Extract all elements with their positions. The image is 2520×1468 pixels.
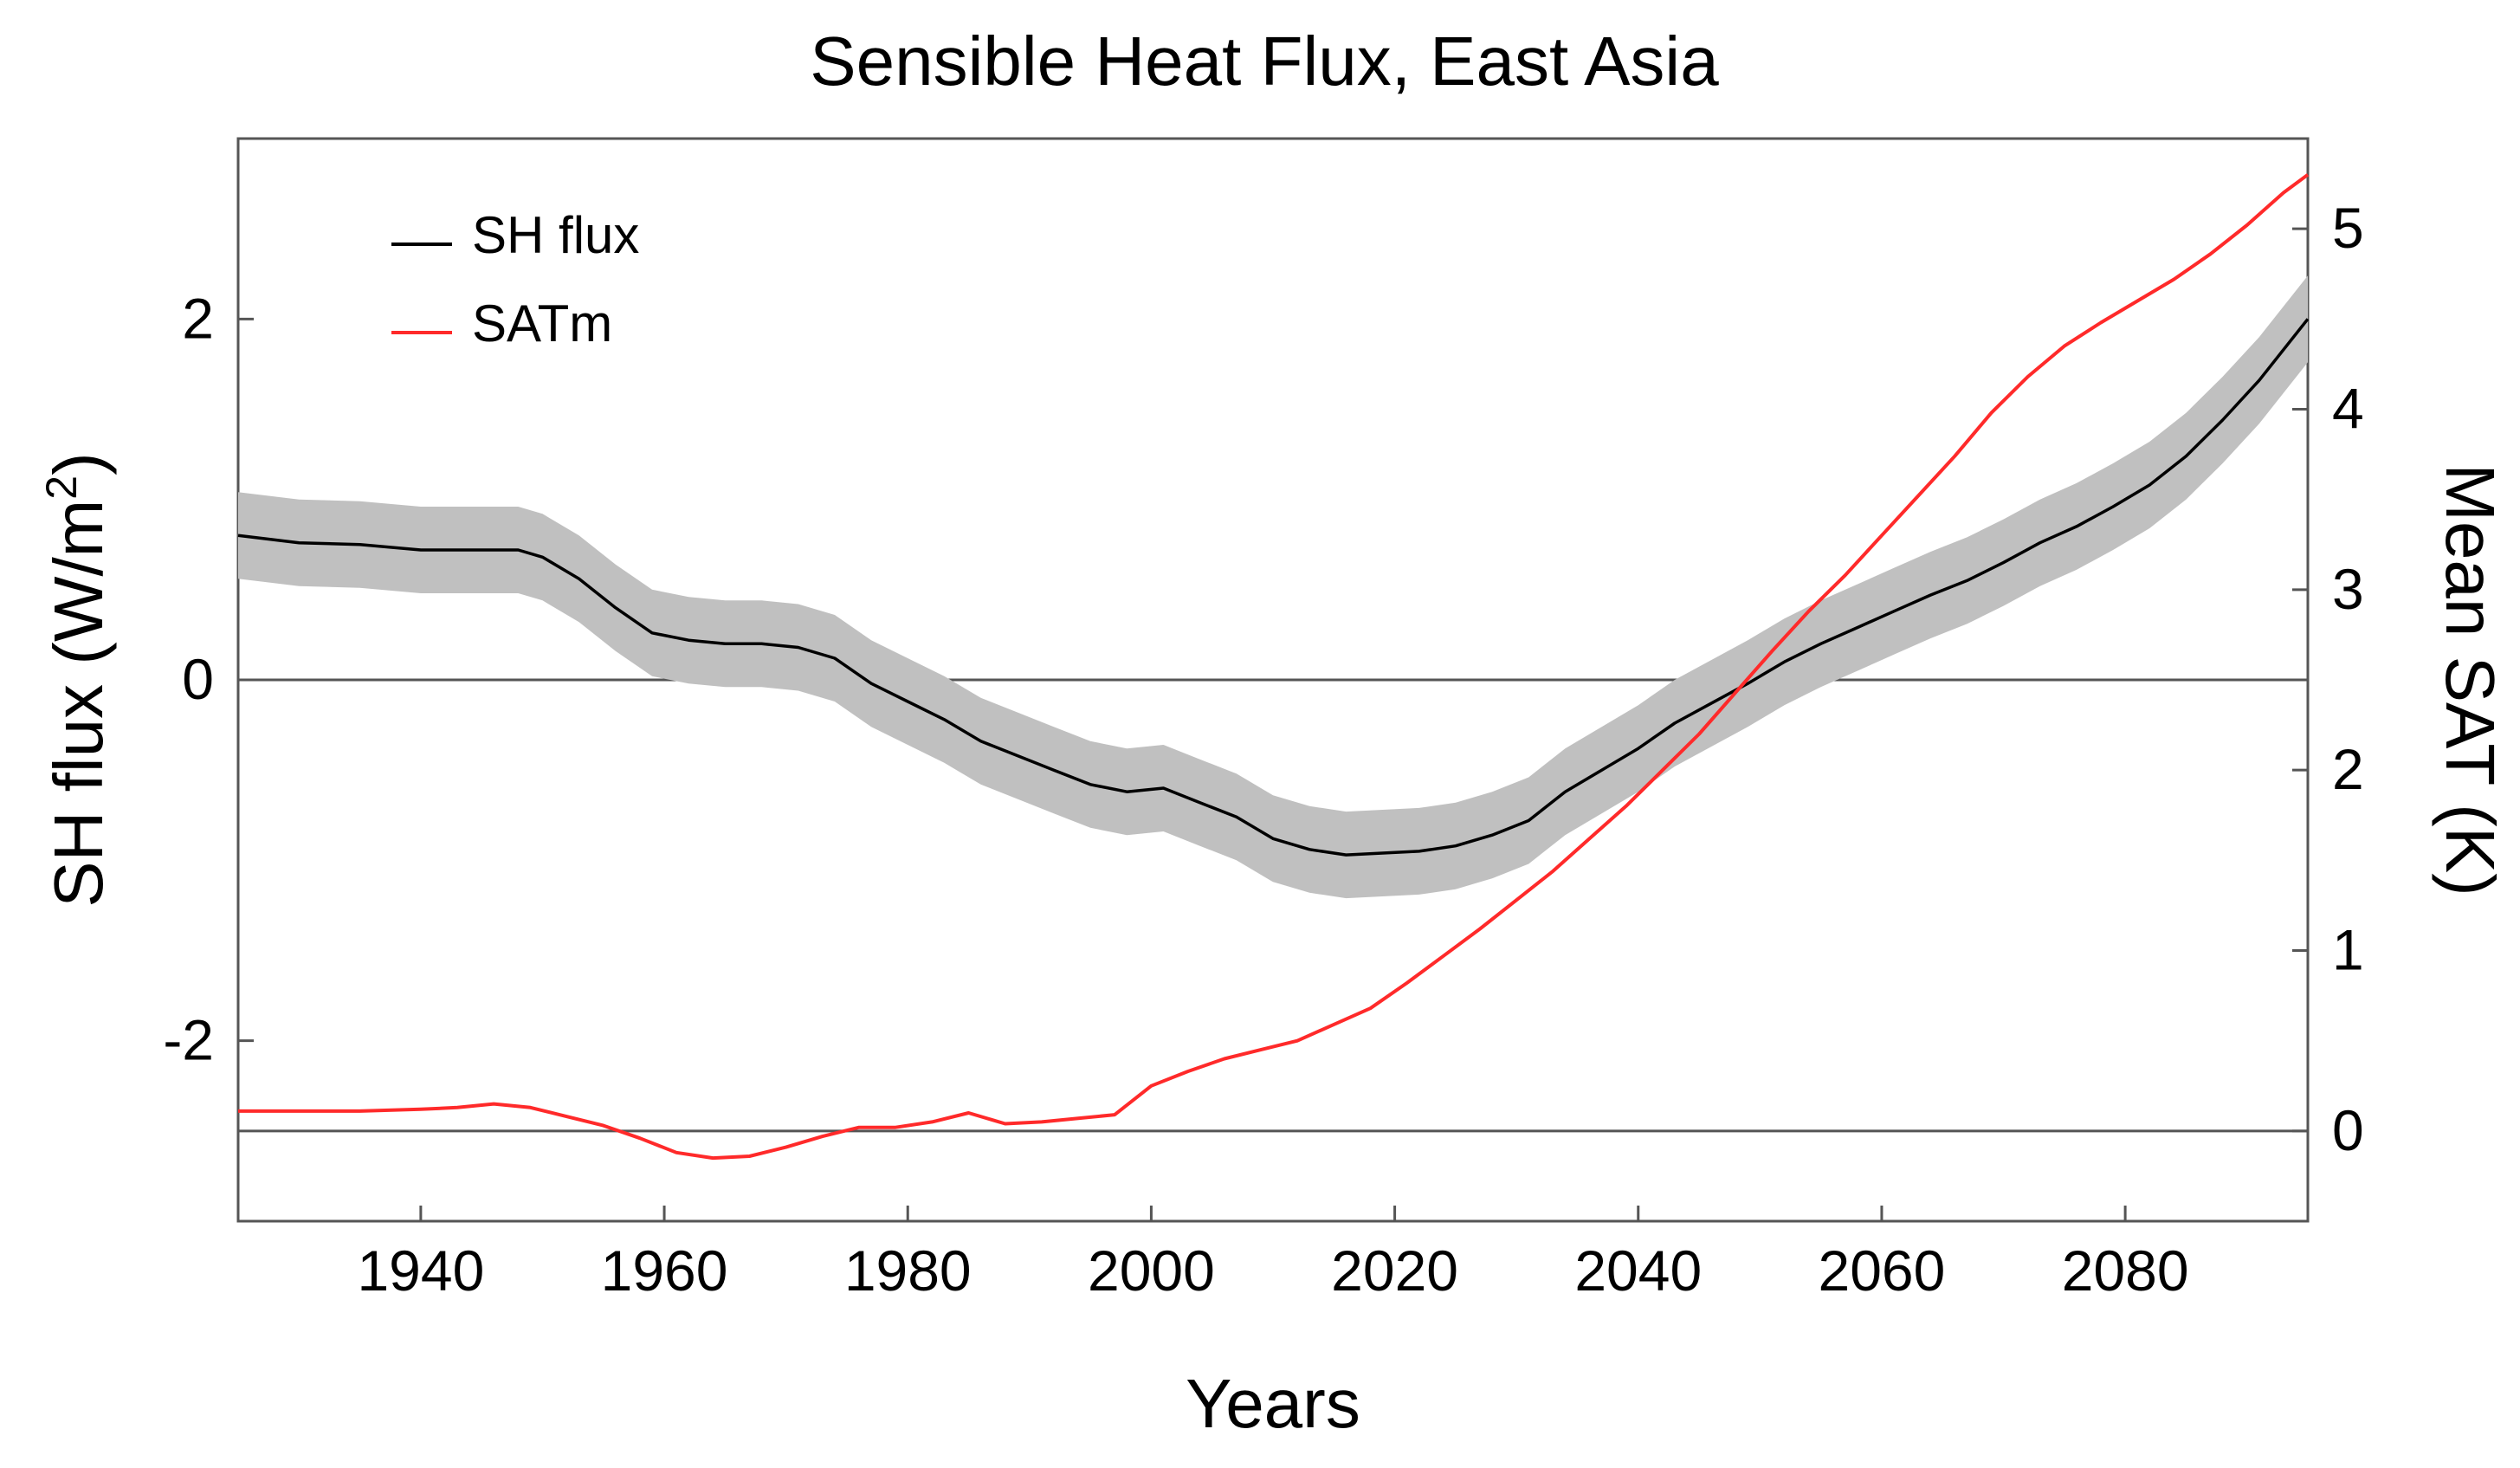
y-right-tick-label-4: 4 [2332, 377, 2364, 441]
x-tick-label-2000: 2000 [1088, 1238, 1215, 1303]
y-right-tick-label-1: 1 [2332, 918, 2364, 982]
sh-flux-uncertainty-band [238, 275, 2308, 899]
y-axis-left: -2 0 2 [163, 286, 254, 1072]
x-tick-label-1980: 1980 [844, 1238, 972, 1303]
chart-title: Sensible Heat Flux, East Asia [810, 23, 1719, 100]
legend-label-sh-flux: SH flux [472, 206, 639, 264]
x-tick-label-2080: 2080 [2062, 1238, 2189, 1303]
y-right-tick-label-3: 3 [2332, 557, 2364, 621]
y-axis-right-title: Mean SAT (K) [2432, 463, 2509, 896]
y-left-tick-label--2: -2 [163, 1008, 214, 1072]
y-axis-right: 0 1 2 3 4 5 [2292, 196, 2364, 1162]
sh-flux-line [237, 318, 2310, 857]
y-left-tick-label-2: 2 [182, 286, 214, 350]
x-axis: 1940 1960 1980 2000 2020 2040 2060 2080 [357, 1206, 2189, 1303]
y-axis-left-title-close: ) [40, 452, 117, 475]
y-right-tick-label-0: 0 [2332, 1098, 2364, 1162]
y-right-tick-label-5: 5 [2332, 196, 2364, 260]
y-axis-left-title-sup: 2 [37, 475, 86, 500]
y-axis-left-title-main: SH flux (W/m [40, 500, 117, 908]
x-tick-label-1940: 1940 [357, 1238, 484, 1303]
y-right-tick-label-2: 2 [2332, 737, 2364, 801]
x-tick-label-2020: 2020 [1331, 1238, 1458, 1303]
x-tick-label-2040: 2040 [1574, 1238, 1702, 1303]
plot-area [236, 137, 2310, 1223]
y-axis-left-title: SH flux (W/m2) [37, 452, 117, 908]
legend: SH flux SATm [391, 206, 639, 352]
legend-label-satm: SATm [472, 294, 612, 352]
y-left-tick-label-0: 0 [182, 647, 214, 711]
x-tick-label-1960: 1960 [601, 1238, 728, 1303]
satm-line [238, 173, 2310, 1161]
reference-lines [238, 678, 2308, 1133]
x-axis-title: Years [1186, 1365, 1360, 1442]
x-tick-label-2060: 2060 [1819, 1238, 1946, 1303]
